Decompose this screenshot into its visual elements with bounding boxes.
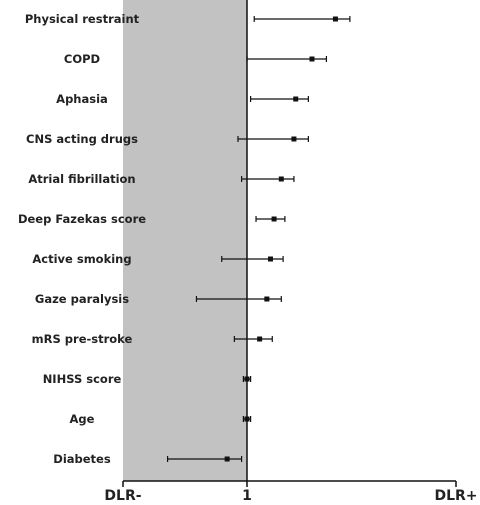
row-label: COPD bbox=[64, 52, 100, 66]
point-estimate bbox=[278, 176, 284, 182]
point-estimate bbox=[267, 256, 273, 262]
point-estimate bbox=[257, 336, 263, 342]
row-label: Atrial fibrillation bbox=[28, 172, 135, 186]
point-estimate bbox=[332, 16, 338, 22]
point-estimate bbox=[224, 456, 230, 462]
point-estimate bbox=[271, 216, 277, 222]
row-label: Age bbox=[70, 412, 95, 426]
row-label: Active smoking bbox=[32, 252, 131, 266]
x-tick-label-dlr-minus: DLR- bbox=[104, 488, 141, 504]
row-label: mRS pre-stroke bbox=[32, 332, 133, 346]
row-label: NIHSS score bbox=[43, 372, 122, 386]
point-estimate bbox=[293, 96, 299, 102]
row-label: Deep Fazekas score bbox=[18, 212, 146, 226]
row-label: Aphasia bbox=[56, 92, 108, 106]
x-tick-label-one: 1 bbox=[242, 488, 252, 504]
negative-region-shading bbox=[123, 0, 247, 481]
point-estimate bbox=[309, 56, 315, 62]
x-tick-label-dlr-plus: DLR+ bbox=[434, 488, 477, 504]
row-label: Diabetes bbox=[53, 452, 111, 466]
row-label: Gaze paralysis bbox=[35, 292, 129, 306]
row-label: CNS acting drugs bbox=[26, 132, 138, 146]
point-estimate bbox=[264, 296, 270, 302]
point-estimate bbox=[291, 136, 297, 142]
row-label: Physical restraint bbox=[25, 12, 140, 26]
